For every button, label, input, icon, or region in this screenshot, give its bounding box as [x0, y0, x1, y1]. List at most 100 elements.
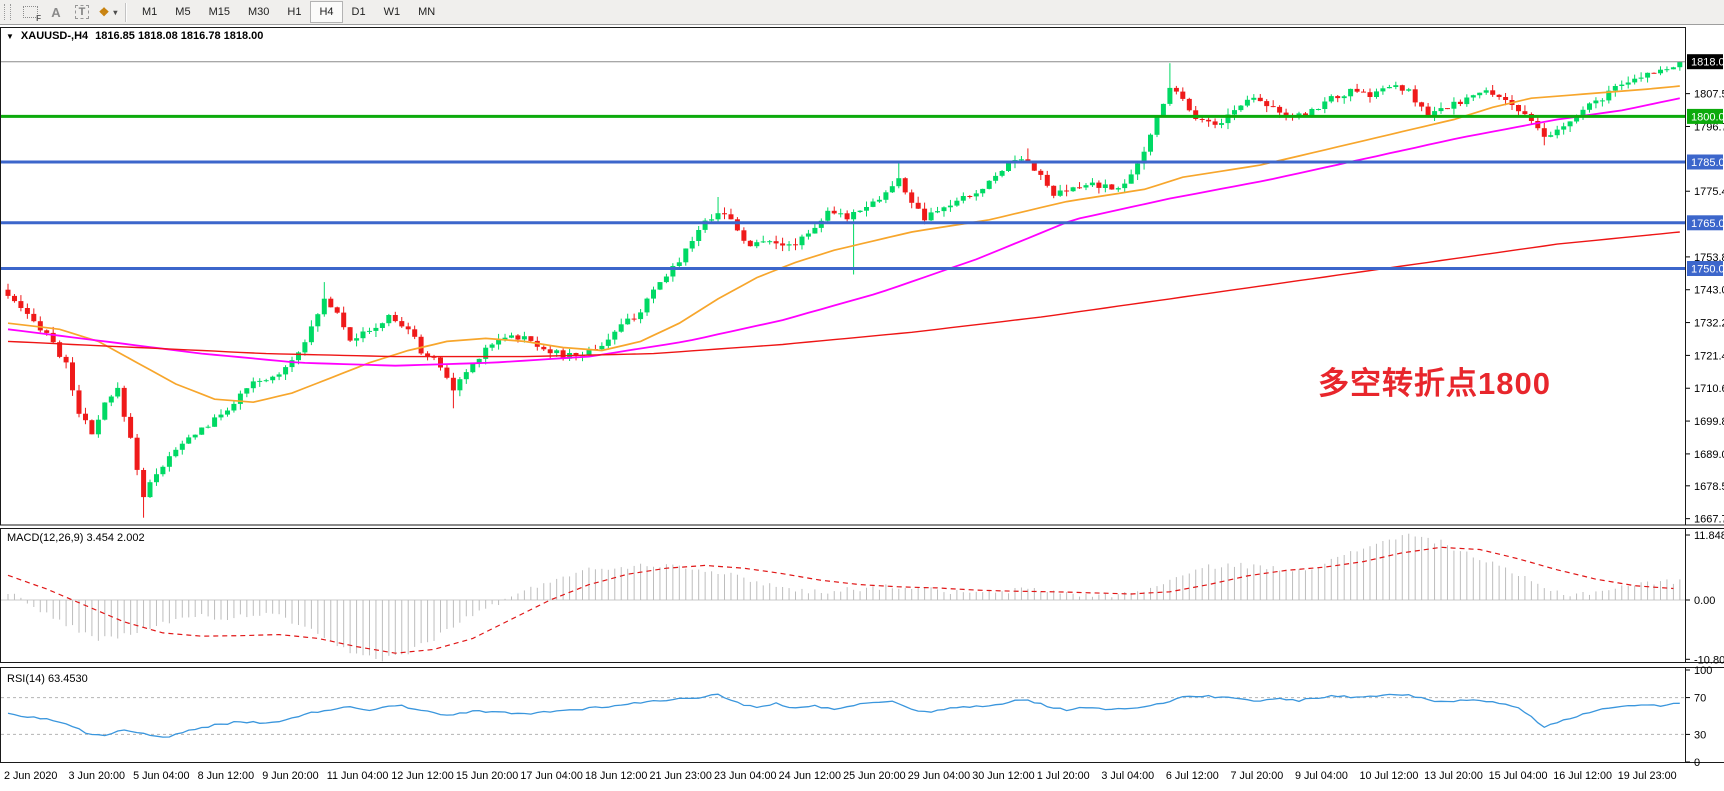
timeframe-button-h4[interactable]: H4: [310, 1, 343, 23]
toolbar-separator: [125, 2, 127, 22]
candle-body: [1516, 105, 1521, 112]
ohlc-values: 1816.85 1818.08 1816.78 1818.00: [95, 30, 264, 42]
ohlc-collapse-icon[interactable]: ▼: [6, 31, 14, 41]
candle-body: [896, 178, 902, 187]
candle-body: [205, 426, 211, 428]
dropdown-caret-icon[interactable]: ▾: [113, 7, 118, 17]
candle-body: [631, 318, 637, 320]
candle-body: [883, 192, 889, 200]
candle-body: [528, 336, 534, 341]
timeframe-button-mn[interactable]: MN: [418, 6, 436, 18]
candle-body: [24, 308, 30, 314]
timeframe-button-m5[interactable]: M5: [175, 6, 191, 18]
candle-body: [1044, 174, 1050, 186]
annotation-text[interactable]: 多空转折点1800: [1318, 366, 1551, 401]
time-axis-label: 18 Jun 12:00: [585, 770, 647, 782]
timeframe-button-d1[interactable]: D1: [351, 6, 366, 18]
candle-body: [1606, 90, 1612, 101]
candle-body: [173, 449, 179, 457]
candle-body: [147, 482, 153, 498]
candle-body: [1064, 190, 1070, 192]
candle-body: [876, 199, 882, 202]
candle-body: [870, 201, 876, 207]
grid-f-glyph: F: [36, 13, 41, 23]
candle-body: [83, 413, 88, 421]
text-label-icon[interactable]: A: [51, 4, 61, 20]
candle-body: [5, 289, 11, 296]
candle-body: [1457, 101, 1463, 104]
arrow-objects-icon[interactable]: ❖ ▾: [95, 2, 121, 23]
candle-body: [605, 339, 611, 346]
price-tick-label: 1753.80: [1694, 252, 1724, 264]
candle-body: [457, 379, 463, 391]
candle-body: [444, 367, 450, 378]
candle-body: [1638, 77, 1644, 79]
candle-body: [1645, 72, 1651, 78]
candle-body: [651, 289, 656, 299]
time-axis-label: 6 Jul 12:00: [1166, 770, 1219, 782]
candle-body: [825, 210, 831, 221]
candle-body: [1115, 188, 1121, 190]
timeframe-button-m1[interactable]: M1: [142, 6, 158, 18]
toolbar-drag-grip-icon[interactable]: [4, 4, 11, 20]
candle-body: [986, 180, 992, 189]
candle-body: [1077, 187, 1082, 189]
candle-body: [722, 213, 727, 215]
time-axis-label: 9 Jul 04:00: [1295, 770, 1348, 782]
candle-body: [1089, 182, 1095, 186]
price-tick-label: 1775.40: [1694, 186, 1724, 198]
price-tick-label: 1678.50: [1694, 481, 1724, 493]
candle-body: [1548, 135, 1554, 137]
candle-body: [960, 196, 966, 201]
macd-signal-line: [7, 546, 1674, 654]
price-tick-label: 1807.50: [1694, 89, 1724, 101]
time-axis-label: 2 Jun 2020: [4, 770, 57, 782]
time-axis-label: 24 Jun 12:00: [779, 770, 841, 782]
candle-body: [18, 301, 24, 308]
candle-body: [283, 367, 289, 375]
candle-body: [1031, 162, 1037, 171]
text-box-icon[interactable]: T: [69, 2, 95, 23]
indicator-grid-icon[interactable]: F: [17, 2, 43, 23]
candle-body: [237, 393, 243, 404]
candle-body: [1670, 67, 1676, 70]
candle-body: [560, 350, 566, 359]
candle-body: [63, 356, 69, 363]
candle-body: [1470, 95, 1476, 98]
candle-body: [308, 326, 314, 343]
candle-body: [1244, 99, 1250, 106]
candle-body: [186, 437, 192, 444]
candle-body: [1496, 94, 1502, 97]
candle-body: [1018, 159, 1024, 161]
candle-body: [225, 410, 230, 415]
rsi-tick-label: 100: [1694, 665, 1712, 677]
timeframe-button-w1[interactable]: W1: [383, 6, 401, 18]
chart-canvas[interactable]: 1807.50 1796.70 1775.40 1753.80 1743.00 1732.…: [0, 26, 1724, 791]
candle-body: [831, 210, 837, 214]
candle-body: [1135, 163, 1141, 175]
candle-body: [1122, 183, 1128, 189]
timeframe-button-m15[interactable]: M15: [208, 6, 230, 18]
candle-body: [754, 242, 760, 247]
time-axis-label: 11 Jun 04:00: [327, 770, 389, 782]
candle-body: [993, 175, 999, 181]
candle-body: [1374, 91, 1379, 97]
candle-body: [360, 331, 366, 339]
candle-body: [980, 188, 986, 194]
candle-body: [599, 345, 605, 350]
candle-body: [1238, 105, 1244, 111]
timeframe-button-h1[interactable]: H1: [287, 6, 302, 18]
candle-body: [618, 324, 624, 332]
candle-body: [683, 248, 689, 263]
candle-body: [1006, 163, 1011, 171]
candle-body: [160, 466, 166, 475]
candle-body: [1541, 128, 1547, 137]
candle-body: [1173, 87, 1179, 92]
candle-body: [1128, 174, 1134, 184]
candle-body: [1322, 101, 1328, 109]
candle-body: [696, 230, 702, 241]
timeframe-button-m30[interactable]: M30: [247, 6, 270, 18]
candle-body: [405, 326, 411, 330]
candle-body: [1303, 113, 1308, 115]
candle-body: [95, 419, 101, 435]
